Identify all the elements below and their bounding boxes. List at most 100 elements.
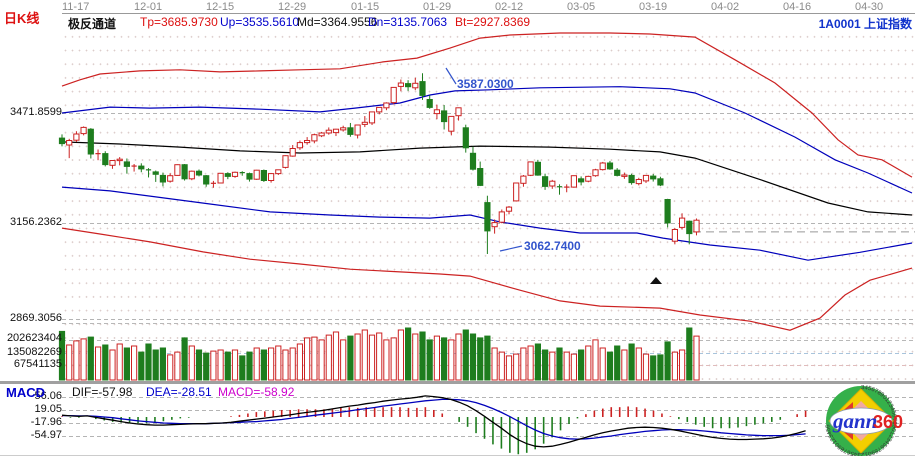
volume-bar xyxy=(224,351,231,381)
volume-bar xyxy=(181,337,188,381)
candle-body xyxy=(58,137,66,145)
trough-price-annotation: 3062.7400 xyxy=(524,239,581,253)
candle-body xyxy=(203,175,210,185)
candle-body xyxy=(570,175,577,188)
volume-bar xyxy=(491,347,498,381)
candle-body xyxy=(123,161,131,167)
date-tick-label: 12-15 xyxy=(206,1,235,13)
candle-body xyxy=(152,171,159,175)
candle-body xyxy=(217,172,224,184)
triangle-marker-icon xyxy=(650,277,662,284)
volume-bar xyxy=(621,349,628,381)
channel-name-label: 极反通道 xyxy=(68,17,117,31)
candle-body xyxy=(484,202,491,232)
volume-bar xyxy=(484,335,491,381)
candle-body xyxy=(318,132,325,137)
candle-body xyxy=(397,82,404,87)
candle-body xyxy=(188,170,195,180)
candle-body xyxy=(332,128,340,134)
date-tick-label: 03-05 xyxy=(567,1,596,13)
volume-bar xyxy=(628,343,635,381)
candle-body xyxy=(174,164,181,176)
channel-md-value: Md=3364.9556 xyxy=(297,15,378,29)
volume-bar xyxy=(131,345,138,381)
chart-type-label: 日K线 xyxy=(4,11,40,26)
candle-body xyxy=(679,217,686,228)
date-tick-label: 12-29 xyxy=(278,1,307,13)
volume-bar xyxy=(498,351,505,381)
candle-body xyxy=(520,175,527,184)
candle-body xyxy=(599,162,606,171)
volume-bar xyxy=(210,350,217,381)
volume-bar xyxy=(469,333,477,381)
channel-line-md xyxy=(61,141,913,216)
volume-bar xyxy=(188,345,195,381)
volume-bar xyxy=(376,332,383,381)
volume-bar xyxy=(116,343,123,381)
volume-bar xyxy=(152,349,159,381)
channel-line-up xyxy=(61,86,913,194)
date-tick-label: 01-29 xyxy=(423,1,452,13)
candle-body xyxy=(347,127,354,135)
price-axis-label: 3156.2362 xyxy=(10,216,62,228)
candle-body xyxy=(549,180,556,187)
volume-bar xyxy=(332,331,340,381)
volume-bar xyxy=(361,329,368,381)
volume-bar xyxy=(441,337,448,381)
candle-body xyxy=(498,211,505,223)
volume-bar xyxy=(318,339,325,381)
candle-body xyxy=(109,160,116,166)
volume-bar xyxy=(527,345,534,381)
candle-body xyxy=(491,222,498,228)
date-tick-label: 01-15 xyxy=(351,1,380,13)
date-tick-label: 03-19 xyxy=(639,1,668,13)
candle-body xyxy=(606,162,614,170)
candle-body xyxy=(159,174,167,183)
date-tick-label: 04-16 xyxy=(783,1,812,13)
volume-bar xyxy=(58,330,66,381)
candle-body xyxy=(296,142,303,149)
volume-bar xyxy=(642,353,650,381)
candle-body xyxy=(642,174,650,182)
volume-bar xyxy=(534,343,541,381)
volume-bar xyxy=(304,337,311,381)
volume-bar xyxy=(592,339,599,381)
volume-bar xyxy=(542,349,549,381)
candle-body xyxy=(585,175,592,182)
volume-bar xyxy=(347,335,354,381)
candle-body xyxy=(390,86,397,104)
candle-body xyxy=(686,220,693,235)
volume-bar xyxy=(87,336,94,381)
candle-body xyxy=(469,152,477,170)
candle-body xyxy=(361,121,368,125)
volume-bar xyxy=(138,351,145,381)
volume-bar xyxy=(231,349,239,381)
volume-bar xyxy=(664,341,671,381)
volume-bar xyxy=(354,333,361,381)
candle-body xyxy=(368,111,376,124)
candle-body xyxy=(621,174,628,177)
volume-bar xyxy=(412,333,419,381)
candle-body xyxy=(542,176,549,187)
volume-bar xyxy=(614,345,621,381)
volume-bar xyxy=(650,355,657,381)
candle-body xyxy=(462,127,469,149)
volume-bar xyxy=(73,340,80,381)
volume-bar xyxy=(585,345,592,381)
volume-bar xyxy=(505,355,513,381)
candle-body xyxy=(527,161,534,176)
candle-body xyxy=(260,170,267,181)
volume-bar xyxy=(433,335,440,381)
volume-bar xyxy=(95,346,102,381)
volume-bar xyxy=(556,347,563,381)
candle-body xyxy=(66,140,73,146)
symbol-label: 1A0001 上证指数 xyxy=(818,17,912,31)
volume-axis-label: 67541135 xyxy=(13,358,62,370)
candle-body xyxy=(505,206,513,212)
volume-bar xyxy=(268,347,275,381)
candle-body xyxy=(116,158,123,162)
candle-body xyxy=(325,129,332,134)
candle-body xyxy=(614,169,621,176)
candle-body xyxy=(455,107,462,117)
